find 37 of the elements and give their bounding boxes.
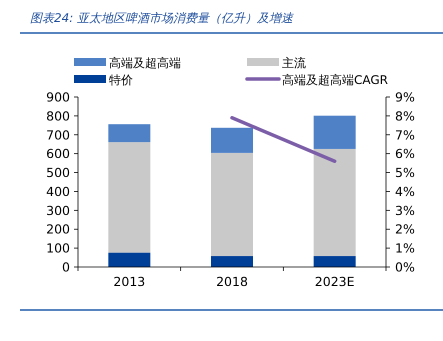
y-tick-label: 700	[46, 127, 70, 142]
y-tick-label: 900	[46, 90, 70, 104]
y-tick-label: 800	[46, 108, 70, 124]
y2-tick-label: 1%	[395, 240, 415, 256]
y2-tick-label: 8%	[395, 108, 415, 124]
x-tick-label: 2018	[216, 274, 248, 289]
bar	[108, 124, 150, 142]
y2-tick-label: 0%	[395, 260, 415, 274]
y-tick-label: 200	[46, 222, 70, 237]
bar	[314, 116, 356, 149]
y2-tick-label: 4%	[395, 184, 415, 199]
y-tick-label: 600	[46, 146, 70, 162]
y-tick-label: 500	[46, 165, 70, 180]
bar	[211, 152, 253, 256]
legend-label: 高端及超高端	[109, 56, 181, 70]
y2-tick-label: 9%	[395, 90, 415, 104]
y2-tick-label: 3%	[395, 202, 415, 218]
y2-tick-label: 5%	[395, 165, 415, 180]
x-tick-label: 2013	[113, 274, 146, 289]
y2-tick-label: 7%	[395, 127, 415, 142]
y2-tick-label: 6%	[395, 146, 415, 162]
y-tick-label: 100	[46, 240, 70, 256]
legend-label: 主流	[282, 56, 306, 70]
y-tick-label: 0	[62, 260, 70, 274]
x-tick-label: 2023E	[314, 274, 355, 289]
bar	[314, 148, 356, 256]
y2-tick-label: 2%	[395, 222, 415, 237]
bar	[314, 256, 356, 267]
chart-title: 图表24: 亚太地区啤酒市场消费量（亿升）及增速	[30, 11, 294, 25]
bar	[108, 252, 150, 267]
legend-label: 特价	[109, 73, 133, 87]
bar	[108, 142, 150, 253]
y-tick-label: 400	[46, 184, 70, 199]
bar	[211, 256, 253, 267]
bar	[211, 128, 253, 153]
legend-label: 高端及超高端CAGR	[282, 73, 388, 87]
y-tick-label: 300	[46, 202, 70, 218]
